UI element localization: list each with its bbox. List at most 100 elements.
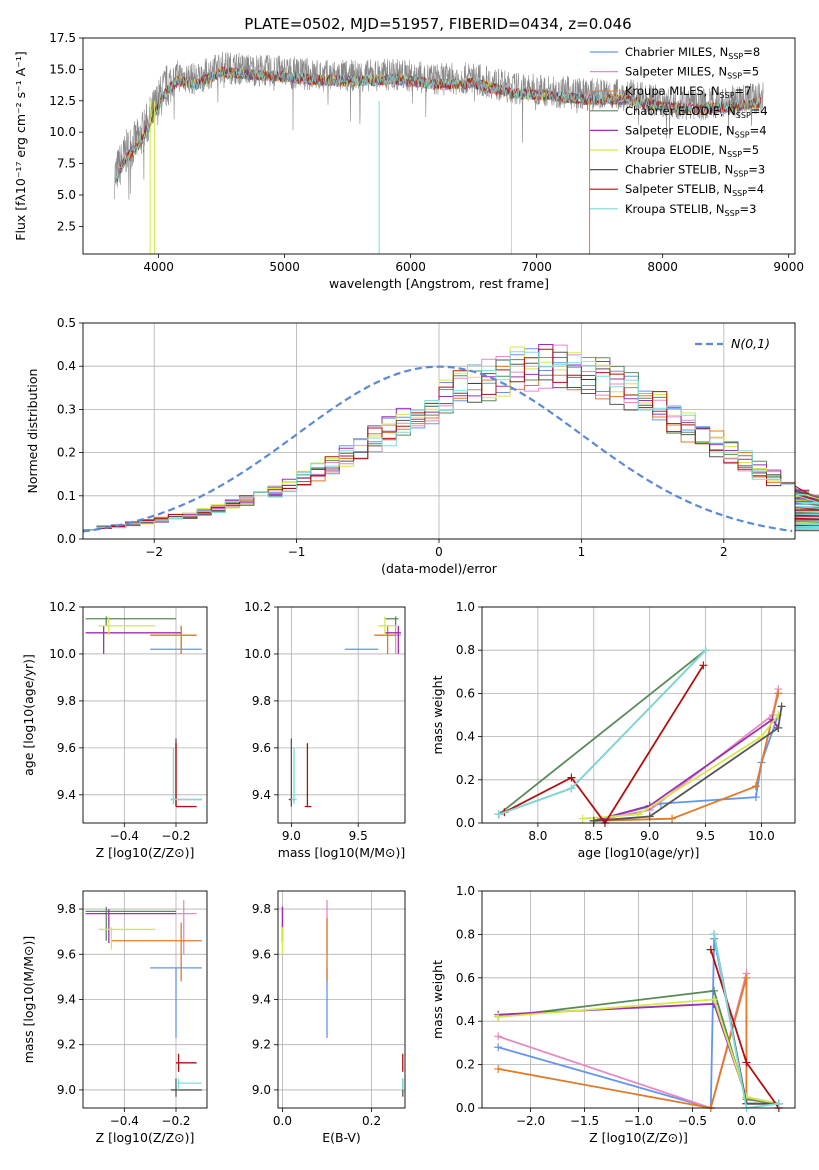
histogram-step — [83, 351, 819, 531]
weight-marker — [668, 814, 677, 823]
weight-marker — [701, 646, 710, 655]
y-tick-label: 0.0 — [57, 532, 76, 546]
legend-label: Chabrier ELODIE, NSSP=4 — [625, 104, 768, 120]
x-tick-label: 10.0 — [748, 829, 775, 843]
x-tick-label: 9.0 — [282, 829, 301, 843]
y-tick-label: 0.6 — [456, 971, 475, 985]
y-tick-label: 0.2 — [456, 1058, 475, 1072]
panel-spectrum: 4000 5000 6000 7000 8000 9000 2.5 5.0 7.5 10.0 12.… — [13, 31, 804, 291]
axes-frame — [277, 890, 406, 1109]
x-axis-label: age [log10(age/yr)] — [578, 845, 700, 860]
weight-marker — [645, 812, 654, 821]
y-tick-label: 0.8 — [456, 927, 475, 941]
histogram-step — [83, 346, 819, 532]
y-tick-label: 10.2 — [244, 600, 271, 614]
y-tick-label: 9.8 — [252, 694, 271, 708]
histogram-step — [83, 344, 819, 531]
y-tick-label: 0.2 — [57, 446, 76, 460]
weight-line — [593, 718, 779, 822]
weight-marker — [589, 816, 598, 825]
y-tick-label: 0.0 — [456, 816, 475, 830]
y-tick-label: 0.2 — [456, 773, 475, 787]
weight-marker — [494, 1032, 503, 1041]
y-axis-label: age [log10(age/yr)] — [21, 654, 36, 776]
y-tick-label: 15.0 — [49, 62, 76, 76]
x-axis-label: Z [log10(Z/Z⊙)] — [96, 1130, 195, 1145]
normal-curve — [82, 365, 793, 533]
y-tick-label: 5.0 — [57, 188, 76, 202]
weight-marker — [706, 945, 715, 954]
axes-frame — [82, 890, 208, 1109]
legend-label: N(0,1) — [731, 336, 770, 351]
weight-marker — [494, 1012, 503, 1021]
model-line — [115, 67, 762, 185]
panel-mass_vs_Z: −0.4 −0.2 9.0 9.2 9.4 9.6 9.8 Z [log10(Z/Z⊙)] ma… — [21, 890, 208, 1145]
weight-marker — [494, 1043, 503, 1052]
y-tick-label: 0.6 — [456, 686, 475, 700]
weight-line — [593, 706, 783, 822]
x-axis-label: Z [log10(Z/Z⊙)] — [96, 845, 195, 860]
y-tick-label: 9.6 — [57, 947, 76, 961]
y-tick-label: 0.4 — [57, 359, 76, 373]
y-tick-label: 9.2 — [57, 1038, 76, 1052]
weight-marker — [742, 973, 751, 982]
y-axis-label: Flux [fλ10⁻¹⁷ erg cm⁻² s⁻¹ A⁻¹] — [13, 51, 28, 240]
legend-label: Salpeter STELIB, NSSP=4 — [625, 182, 764, 198]
legend-label: Kroupa ELODIE, NSSP=5 — [625, 143, 759, 159]
y-tick-label: 0.4 — [456, 730, 475, 744]
legend-label: Salpeter MILES, NSSP=5 — [625, 65, 759, 81]
y-tick-label: 10.0 — [244, 647, 271, 661]
figure-title: PLATE=0502, MJD=51957, FIBERID=0434, z=0… — [244, 15, 631, 33]
x-tick-label: −0.4 — [110, 829, 139, 843]
panel-mass_vs_EBV: 0.0 0.2 9.0 9.2 9.4 9.6 9.8 E(B-V) — [252, 890, 406, 1145]
legend-label: Chabrier STELIB, NSSP=3 — [625, 163, 765, 179]
x-tick-label: −0.2 — [161, 829, 190, 843]
y-tick-label: 1.0 — [456, 600, 475, 614]
data-spectrum — [114, 51, 764, 200]
y-tick-label: 10.0 — [49, 647, 76, 661]
x-tick-label: −1 — [288, 545, 306, 559]
y-tick-label: 9.4 — [252, 788, 271, 802]
y-tick-label: 9.4 — [252, 993, 271, 1007]
x-axis-label: (data-model)/error — [381, 561, 498, 576]
y-tick-label: 0.8 — [456, 643, 475, 657]
weight-marker — [494, 1064, 503, 1073]
y-tick-label: 9.6 — [57, 741, 76, 755]
y-tick-label: 9.6 — [252, 947, 271, 961]
y-tick-label: 10.2 — [49, 600, 76, 614]
y-tick-label: 9.6 — [252, 741, 271, 755]
y-tick-label: 9.0 — [252, 1083, 271, 1097]
legend-label: Kroupa STELIB, NSSP=3 — [625, 202, 756, 218]
weight-marker — [774, 689, 783, 698]
x-tick-label: 9.5 — [349, 829, 368, 843]
y-tick-label: 0.4 — [456, 1014, 475, 1028]
weight-line — [593, 714, 780, 822]
x-tick-label: −0.5 — [678, 1114, 707, 1128]
y-axis-label: mass weight — [430, 960, 445, 1039]
weight-marker — [751, 782, 760, 791]
axes-frame — [481, 606, 796, 824]
weight-line — [503, 664, 705, 825]
y-tick-label: 2.5 — [57, 219, 76, 233]
y-tick-label: 0.5 — [57, 316, 76, 330]
weight-marker — [742, 1058, 751, 1067]
y-tick-label: 9.8 — [252, 902, 271, 916]
y-tick-label: 9.8 — [57, 902, 76, 916]
x-axis-label: Z [log10(Z/Z⊙)] — [589, 1130, 688, 1145]
panel-residuals: −2 −1 0 1 2 0.0 0.1 0.2 0.3 0.4 0.5 (data-model)/er… — [25, 316, 819, 576]
x-tick-label: 9.0 — [640, 829, 659, 843]
weight-line — [498, 989, 779, 1105]
x-tick-label: −2 — [145, 545, 163, 559]
panel-age_vs_Z: −0.4 −0.2 9.4 9.6 9.8 10.0 10.2 Z [log10(Z/Z⊙)]… — [21, 600, 208, 860]
x-tick-label: 0.0 — [737, 1114, 756, 1128]
x-tick-label: −1.0 — [624, 1114, 653, 1128]
weight-marker — [567, 773, 576, 782]
weight-marker — [710, 930, 719, 939]
axes-frame — [481, 890, 796, 1109]
x-tick-label: 8.5 — [584, 829, 603, 843]
x-axis-label: wavelength [Angstrom, rest frame] — [329, 276, 549, 291]
x-tick-label: −0.4 — [110, 1114, 139, 1128]
weight-marker — [777, 702, 786, 711]
weight-line — [593, 693, 780, 822]
